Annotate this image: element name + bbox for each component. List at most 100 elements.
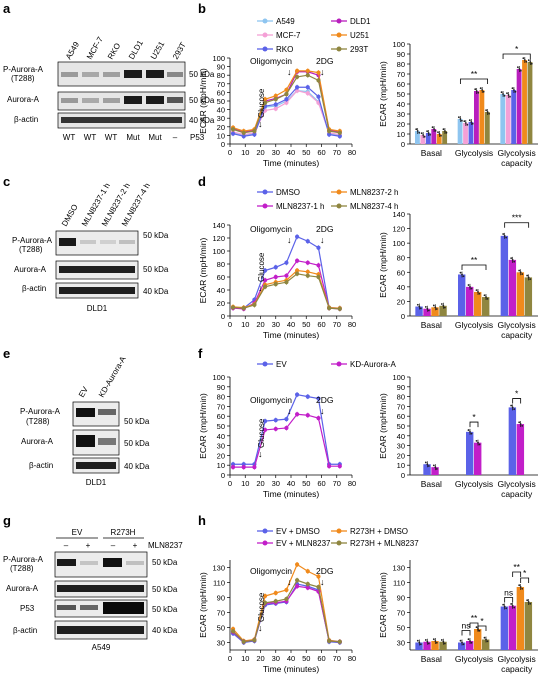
panel-letter-h: h (198, 513, 206, 528)
replicate-dot (440, 303, 443, 305)
data-point (316, 78, 321, 83)
panel-letter-g: g (3, 513, 11, 528)
row-label: Aurora-A (6, 584, 39, 593)
y-tick-label: 140 (212, 221, 225, 230)
band (146, 96, 164, 104)
category-label: capacity (501, 489, 533, 499)
replicate-dot (443, 642, 446, 645)
data-point (284, 97, 289, 102)
data-point (305, 85, 310, 90)
kda-label: 50 kDa (189, 70, 215, 79)
x-tick-label: 70 (333, 479, 341, 488)
bar (500, 235, 509, 316)
y-tick-label: 50 (217, 624, 225, 633)
data-point (295, 74, 300, 80)
y-tick-label: 40 (217, 432, 225, 441)
significance-bracket (502, 53, 531, 59)
y-tick-label: 10 (217, 131, 225, 140)
significance-bracket (512, 571, 522, 577)
data-point (273, 93, 278, 98)
bar (466, 431, 474, 475)
y-tick-label: 70 (397, 609, 405, 618)
y-tick-label: 50 (217, 97, 225, 106)
row-label: β-actin (14, 115, 38, 124)
replicate-dot (483, 294, 486, 297)
y-tick-label: 40 (397, 283, 405, 292)
replicate-dot (423, 135, 426, 138)
category-label: Glycolysis (498, 148, 536, 158)
row-label: P-Aurora-A (3, 65, 44, 74)
legend-label: R273H + DMSO (350, 527, 408, 536)
legend-f: EV KD-Aurora-A (276, 360, 396, 369)
x-tick-label: 10 (241, 654, 249, 663)
band (76, 408, 95, 417)
sign-label: – (64, 541, 69, 550)
legend-label: MLN8237-1 h (276, 202, 324, 211)
replicate-dot (427, 309, 430, 312)
x-tick-label: 50 (302, 320, 310, 329)
replicate-dot (488, 112, 491, 115)
kda-label: 50 kDa (152, 558, 178, 567)
status-label: – (173, 133, 178, 142)
bar (423, 308, 431, 316)
data-point (284, 587, 289, 593)
y-tick-label: 0 (401, 471, 405, 480)
data-point (273, 590, 278, 596)
significance-label: ns (462, 621, 471, 631)
replicate-dot (434, 640, 437, 642)
replicate-dot (500, 91, 503, 94)
legend-marker (262, 46, 268, 52)
data-point (230, 462, 236, 467)
bar (508, 407, 517, 475)
legend-marker (336, 189, 342, 195)
band (98, 438, 116, 445)
replicate-dot (521, 424, 524, 427)
data-point (327, 129, 332, 134)
significance-label: ** (471, 255, 478, 265)
x-tick-label: 20 (256, 148, 264, 157)
replicate-dot (418, 131, 421, 134)
replicate-dot (523, 59, 526, 61)
category-label: capacity (501, 664, 533, 674)
replicate-dot (459, 118, 462, 120)
significance-bracket (469, 421, 479, 428)
x-tick-label: 30 (272, 479, 280, 488)
annotation-oligomycin: Oligomycin (250, 566, 292, 576)
bar (425, 133, 431, 144)
row-label: Aurora-A (14, 265, 47, 274)
bar (423, 464, 431, 475)
lane-label: A549 (64, 40, 81, 61)
sign-label: + (133, 541, 138, 550)
replicate-dot (519, 271, 522, 274)
y-tick-label: 50 (217, 422, 225, 431)
bar (479, 90, 485, 144)
data-point (230, 305, 236, 310)
replicate-dot (426, 640, 429, 643)
y-tick-label: 100 (212, 247, 225, 256)
row-label: P-Aurora-A (3, 555, 44, 564)
replicate-dot (503, 94, 506, 97)
y-tick-label: 60 (217, 88, 225, 97)
annotation-2dg: 2DG (316, 395, 333, 405)
replicate-dot (513, 606, 516, 609)
replicate-dot (503, 605, 506, 608)
annotation-glucose: Glucose (257, 88, 266, 118)
blot-panel-g: EV R273H – + – + MLN8237 P-Aurora-A (T28… (3, 528, 183, 652)
legend-marker (262, 540, 268, 546)
y-tick-label: 0 (221, 140, 225, 149)
data-point (262, 268, 268, 273)
bar (516, 69, 522, 144)
legend-label: A549 (276, 17, 295, 26)
y-tick-label: 90 (397, 50, 405, 59)
replicate-dot (463, 120, 466, 123)
significance-bracket (512, 398, 522, 404)
y-tick-label: 40 (217, 286, 225, 295)
series-line (233, 260, 340, 310)
data-point (295, 85, 300, 90)
data-point (262, 97, 268, 102)
data-point (284, 100, 289, 105)
legend-label: EV (276, 360, 287, 369)
replicate-dot (526, 599, 529, 602)
legend-label: EV + MLN8237 (276, 539, 331, 548)
kda-label: 50 kDa (124, 439, 150, 448)
